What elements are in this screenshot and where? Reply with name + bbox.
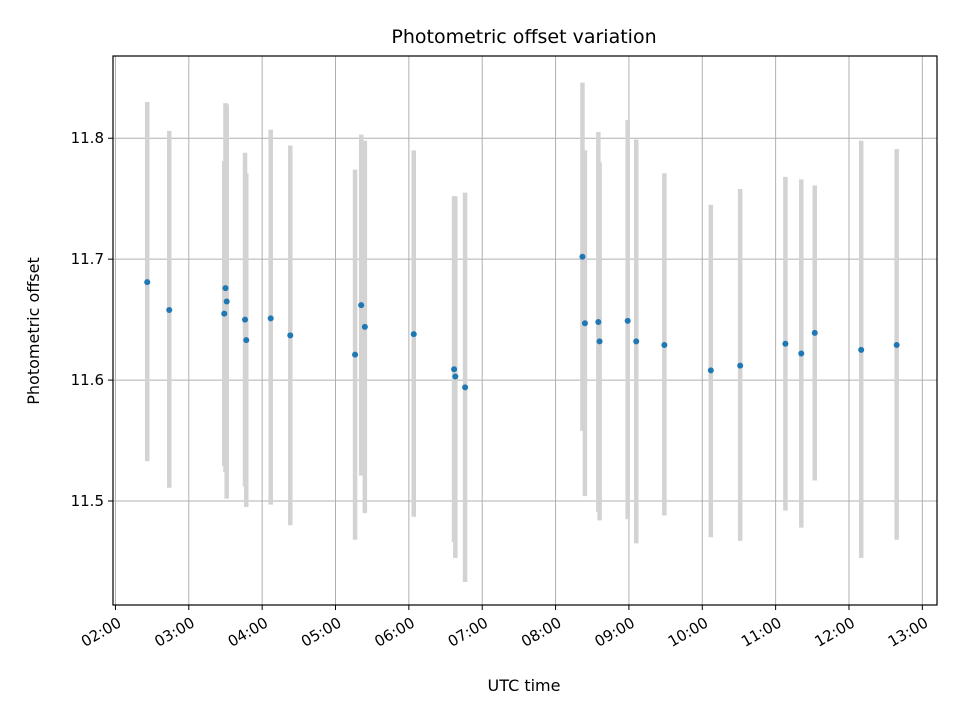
data-point [858, 346, 865, 353]
y-axis-ticks: 11.5 11.6 11.7 11.8 [71, 129, 113, 510]
data-point [352, 351, 359, 358]
data-point [242, 316, 249, 323]
data-point [798, 350, 805, 357]
data-point [243, 337, 250, 344]
data-point [811, 329, 818, 336]
data-point [452, 373, 459, 380]
plot-area-frame [112, 55, 938, 606]
data-point [267, 315, 274, 322]
data-point [410, 331, 417, 338]
data-point [782, 340, 789, 347]
y-tick-label: 11.6 [71, 371, 104, 389]
data-point [451, 366, 458, 373]
data-point [222, 285, 229, 292]
data-point [462, 384, 469, 391]
data-point [633, 338, 640, 345]
data-point [581, 320, 588, 327]
data-point [595, 319, 602, 326]
data-point [166, 306, 173, 313]
data-point [221, 310, 228, 317]
y-tick-label: 11.5 [71, 492, 104, 510]
data-point [358, 302, 365, 309]
data-point [223, 298, 230, 305]
data-point [737, 362, 744, 369]
y-tick-label: 11.7 [71, 250, 104, 268]
data-point [661, 342, 668, 349]
data-point [361, 323, 368, 330]
data-point [144, 279, 151, 286]
data-point [707, 367, 714, 374]
y-tick-label: 11.8 [71, 129, 104, 147]
chart-title: Photometric offset variation [391, 26, 656, 48]
data-point [287, 332, 294, 339]
data-point [893, 342, 900, 349]
data-point [579, 253, 586, 260]
data-point [596, 338, 603, 345]
y-axis-title: Photometric offset [24, 257, 43, 405]
data-point [624, 317, 631, 324]
x-axis-title: UTC time [488, 676, 561, 695]
data-points [144, 253, 900, 391]
